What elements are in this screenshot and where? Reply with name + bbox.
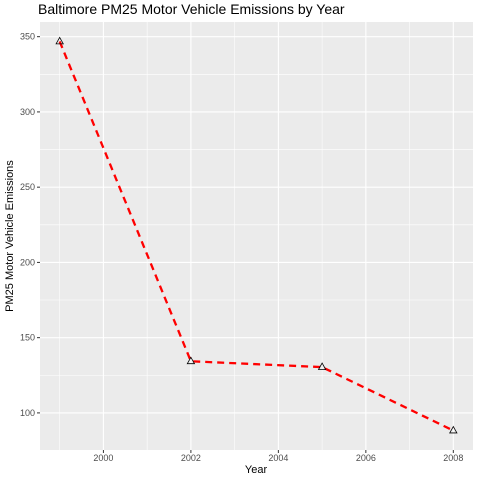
y-tick-label: 200 xyxy=(20,257,35,267)
grid-major xyxy=(40,22,473,450)
x-tick-label: 2004 xyxy=(268,453,288,463)
x-axis: 2000 2002 2004 2006 2008 xyxy=(93,450,463,463)
data-point-marker xyxy=(55,36,64,45)
x-tick-label: 2002 xyxy=(181,453,201,463)
series-line xyxy=(58,41,454,432)
plot-panel xyxy=(40,22,473,450)
x-tick-label: 2008 xyxy=(443,453,463,463)
x-tick-label: 2006 xyxy=(356,453,376,463)
x-tick-label: 2000 xyxy=(93,453,113,463)
y-axis: 100 150 200 250 300 350 xyxy=(20,32,40,418)
y-tick-label: 350 xyxy=(20,32,35,42)
series-group xyxy=(55,36,458,434)
chart-title: Baltimore PM25 Motor Vehicle Emissions b… xyxy=(38,1,345,17)
data-point-marker xyxy=(317,362,327,370)
y-axis-title: PM25 Motor Vehicle Emissions xyxy=(4,160,16,312)
y-tick-label: 150 xyxy=(20,333,35,343)
data-point-marker xyxy=(449,425,458,434)
grid-minor xyxy=(40,22,473,450)
x-axis-title: Year xyxy=(245,464,268,476)
data-point-marker xyxy=(186,356,196,365)
y-tick-label: 100 xyxy=(20,408,35,418)
y-tick-label: 250 xyxy=(20,182,35,192)
y-tick-label: 300 xyxy=(20,107,35,117)
